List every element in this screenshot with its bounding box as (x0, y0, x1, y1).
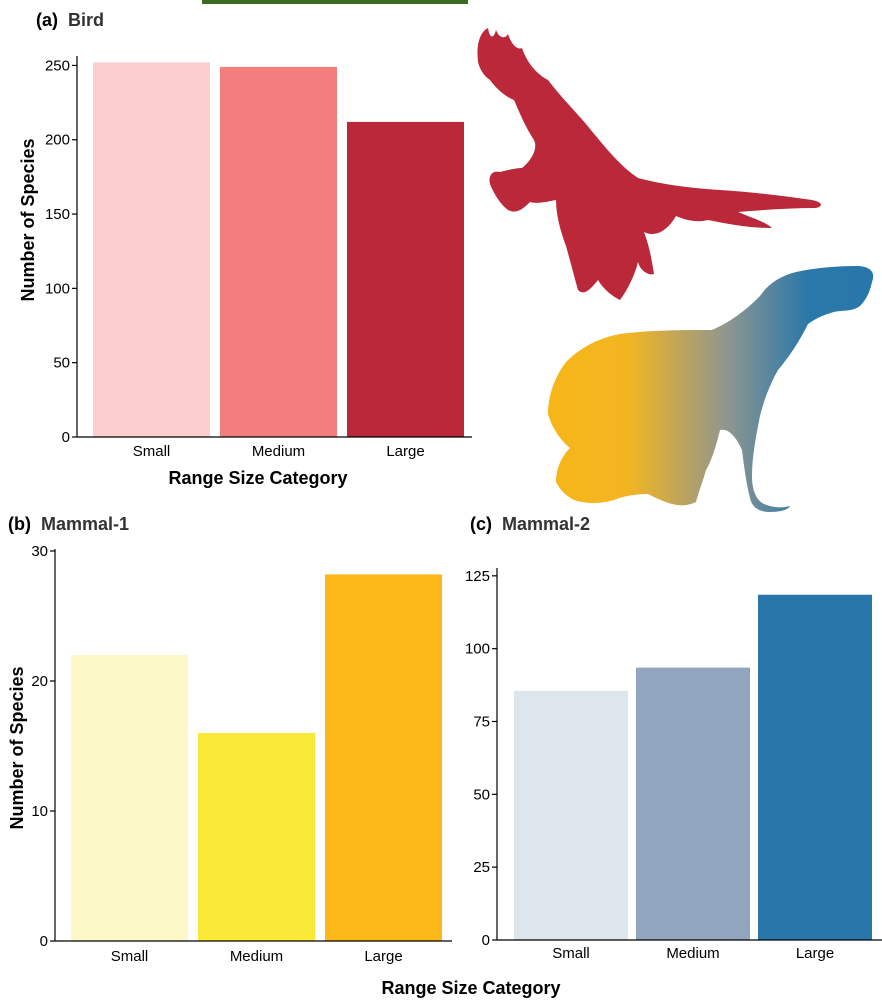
capybara-silhouette-icon (548, 266, 874, 512)
panel-c-letter: (c) (470, 514, 492, 534)
chart-bird: Small Medium Large 0 50 100 150 200 250 (45, 56, 472, 460)
y-tick-label-c-50: 50 (473, 786, 490, 803)
y-tick-label-b-30: 30 (31, 543, 48, 560)
y-tick-label-c-0: 0 (482, 932, 490, 949)
bird-silhouette-icon (477, 28, 821, 300)
x-tick-label-a-small: Small (133, 443, 171, 460)
x-tick-label-b-medium: Medium (230, 948, 283, 965)
bar-a-medium (220, 66, 337, 437)
top-color-bar (202, 0, 468, 4)
y-tick-label-a-150: 150 (45, 206, 70, 223)
bar-c-small (514, 690, 628, 940)
y-tick-label-b-0: 0 (40, 933, 48, 950)
bar-b-large (325, 574, 442, 941)
panel-a-name: Bird (68, 10, 104, 30)
panel-b-ylabel: Number of Species (7, 666, 27, 829)
x-tick-label-b-large: Large (364, 948, 402, 965)
x-tick-label-c-medium: Medium (666, 945, 719, 962)
y-tick-label-a-250: 250 (45, 57, 70, 74)
panel-c-title: (c) Mammal-2 (470, 514, 590, 534)
chart-mammal-2: Small Medium Large 0 25 50 75 100 125 (465, 568, 882, 962)
x-tick-label-b-small: Small (111, 948, 149, 965)
x-tick-label-a-medium: Medium (252, 443, 305, 460)
panel-c-name: Mammal-2 (502, 514, 590, 534)
y-tick-label-a-200: 200 (45, 132, 70, 149)
y-tick-label-c-25: 25 (473, 859, 490, 876)
x-tick-label-c-small: Small (552, 945, 590, 962)
y-tick-label-a-100: 100 (45, 280, 70, 297)
shared-xlabel: Range Size Category (381, 978, 560, 998)
panel-a-letter: (a) (36, 10, 58, 30)
panel-a-title: (a) Bird (36, 10, 104, 30)
x-tick-label-a-large: Large (386, 443, 424, 460)
bar-a-large (347, 121, 464, 438)
y-tick-label-b-20: 20 (31, 673, 48, 690)
panel-a-ylabel: Number of Species (18, 138, 38, 301)
panel-b-letter: (b) (8, 514, 31, 534)
panel-b-title: (b) Mammal-1 (8, 514, 129, 534)
y-tick-label-a-0: 0 (62, 429, 70, 446)
bar-c-medium (636, 667, 750, 940)
panel-b-name: Mammal-1 (41, 514, 129, 534)
y-tick-label-a-50: 50 (53, 355, 70, 372)
y-tick-label-b-10: 10 (31, 803, 48, 820)
bar-b-small (71, 655, 188, 941)
chart-mammal-1: Small Medium Large 0 10 20 30 (31, 543, 452, 965)
y-tick-label-c-75: 75 (473, 713, 490, 730)
bar-c-large (758, 594, 872, 940)
bar-b-medium (198, 733, 315, 941)
x-tick-label-c-large: Large (796, 945, 834, 962)
y-tick-label-c-100: 100 (465, 641, 490, 658)
y-tick-label-c-125: 125 (465, 568, 490, 585)
panel-a-xlabel: Range Size Category (168, 468, 347, 488)
bar-a-small (93, 62, 210, 437)
